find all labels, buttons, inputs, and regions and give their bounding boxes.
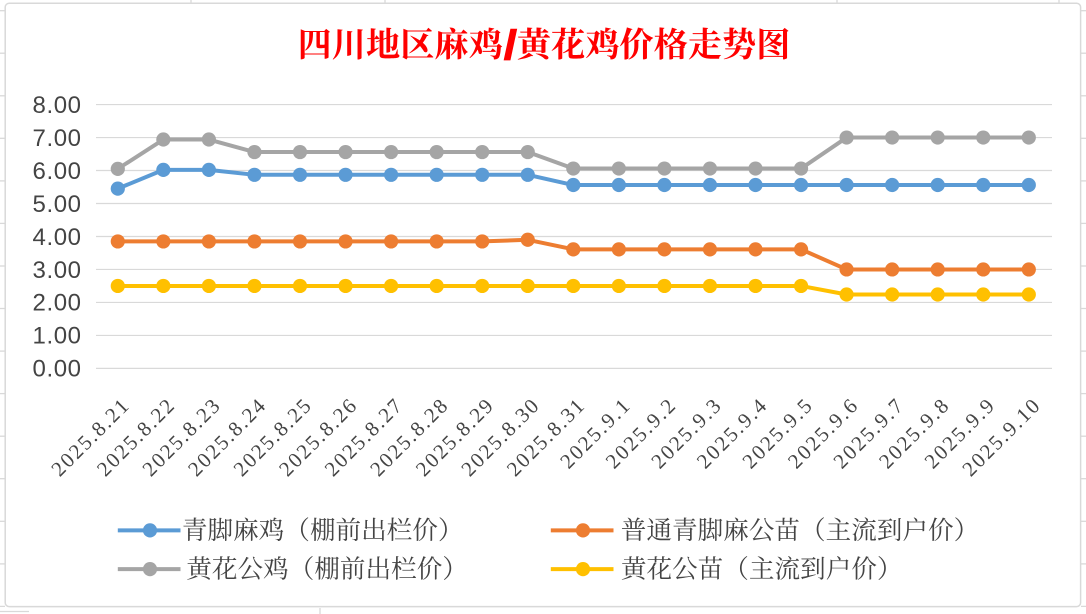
svg-text:3.00: 3.00 (33, 257, 82, 284)
svg-text:6.00: 6.00 (33, 158, 82, 185)
svg-text:8.00: 8.00 (33, 92, 82, 119)
svg-text:5.00: 5.00 (33, 191, 82, 218)
svg-text:1.00: 1.00 (33, 323, 82, 350)
svg-text:4.00: 4.00 (33, 224, 82, 251)
svg-text:2.00: 2.00 (33, 290, 82, 317)
svg-text:0.00: 0.00 (33, 356, 82, 383)
svg-text:7.00: 7.00 (33, 125, 82, 152)
